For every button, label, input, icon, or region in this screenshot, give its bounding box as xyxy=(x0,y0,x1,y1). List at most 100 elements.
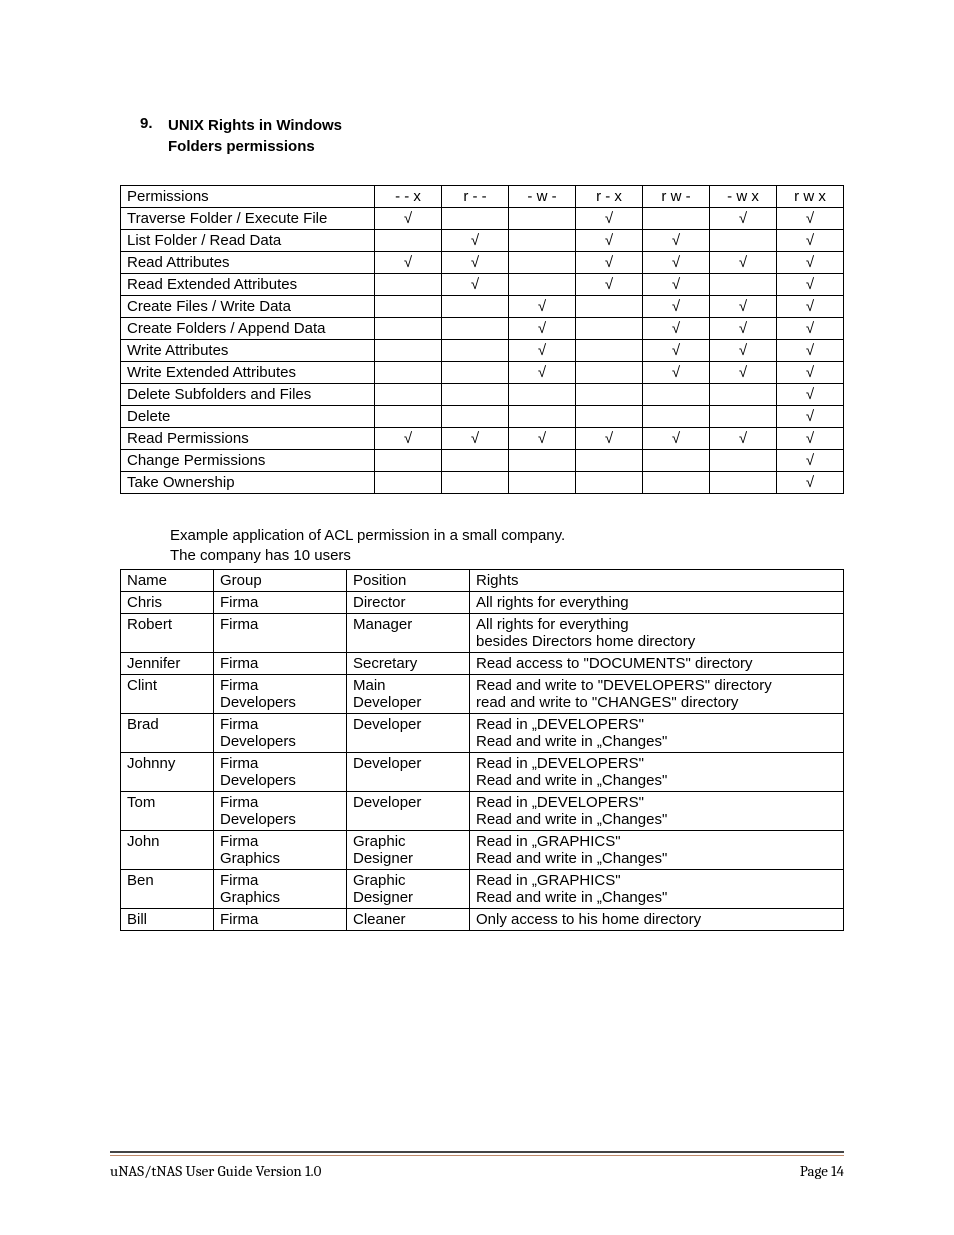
user-group: Firma xyxy=(214,591,347,613)
user-rights-line: Only access to his home directory xyxy=(476,911,837,928)
user-rights-line: Read access to "DOCUMENTS" directory xyxy=(476,655,837,672)
user-group-line: Firma xyxy=(220,833,340,850)
users-row: ChrisFirmaDirectorAll rights for everyth… xyxy=(121,591,844,613)
user-rights: Read in „GRAPHICS"Read and write in „Cha… xyxy=(470,830,844,869)
permission-label: Traverse Folder / Execute File xyxy=(121,208,375,230)
permission-cell xyxy=(442,208,509,230)
example-text: Example application of ACL permission in… xyxy=(170,526,844,567)
check-icon: √ xyxy=(806,320,814,337)
user-name: Brad xyxy=(121,713,214,752)
permission-cell xyxy=(576,406,643,428)
permissions-row: Write Extended Attributes√√√√ xyxy=(121,362,844,384)
permissions-header-mode: r w x xyxy=(777,186,844,208)
user-name: Clint xyxy=(121,674,214,713)
permission-cell: √ xyxy=(777,230,844,252)
permission-cell xyxy=(710,472,777,494)
footer-left: uNAS/tNAS User Guide Version 1.0 xyxy=(110,1162,321,1180)
section-heading: 9. UNIX Rights in Windows Folders permis… xyxy=(140,115,844,157)
permission-cell xyxy=(643,406,710,428)
section-title-line1: UNIX Rights in Windows xyxy=(168,115,342,136)
permissions-header-mode: r w - xyxy=(643,186,710,208)
user-group: Firma xyxy=(214,652,347,674)
check-icon: √ xyxy=(806,386,814,403)
permission-label: Write Attributes xyxy=(121,340,375,362)
users-table: NameGroupPositionRights ChrisFirmaDirect… xyxy=(120,569,844,931)
users-row: JohnnyFirmaDevelopersDeveloperRead in „D… xyxy=(121,752,844,791)
permission-label: Read Extended Attributes xyxy=(121,274,375,296)
user-group: FirmaDevelopers xyxy=(214,791,347,830)
permission-cell: √ xyxy=(710,428,777,450)
check-icon: √ xyxy=(806,342,814,359)
permission-cell: √ xyxy=(710,362,777,384)
user-rights: Read in „DEVELOPERS"Read and write in „C… xyxy=(470,791,844,830)
check-icon: √ xyxy=(538,298,546,315)
users-row: JohnFirmaGraphicsGraphicDesignerRead in … xyxy=(121,830,844,869)
permission-cell: √ xyxy=(643,428,710,450)
permission-cell: √ xyxy=(643,252,710,274)
user-name: Bill xyxy=(121,908,214,930)
permission-cell: √ xyxy=(777,362,844,384)
check-icon: √ xyxy=(739,342,747,359)
page-footer: uNAS/tNAS User Guide Version 1.0 Page 14 xyxy=(110,1151,844,1180)
users-row: TomFirmaDevelopersDeveloperRead in „DEVE… xyxy=(121,791,844,830)
check-icon: √ xyxy=(471,232,479,249)
permission-label: Read Attributes xyxy=(121,252,375,274)
permission-cell: √ xyxy=(777,428,844,450)
permission-cell xyxy=(576,340,643,362)
permission-cell xyxy=(442,362,509,384)
user-name: Johnny xyxy=(121,752,214,791)
permissions-row: Delete Subfolders and Files√ xyxy=(121,384,844,406)
user-rights: Read and write to "DEVELOPERS" directory… xyxy=(470,674,844,713)
permission-cell xyxy=(576,384,643,406)
users-row: JenniferFirmaSecretaryRead access to "DO… xyxy=(121,652,844,674)
permission-cell: √ xyxy=(442,230,509,252)
users-header-row: NameGroupPositionRights xyxy=(121,569,844,591)
permission-cell xyxy=(442,340,509,362)
user-group-line: Graphics xyxy=(220,850,340,867)
permission-cell xyxy=(442,318,509,340)
user-group-line: Firma xyxy=(220,794,340,811)
user-name: Robert xyxy=(121,613,214,652)
permission-cell xyxy=(710,406,777,428)
permission-cell: √ xyxy=(509,362,576,384)
user-position-line: Graphic xyxy=(353,833,463,850)
permissions-row: Read Attributes√√√√√√ xyxy=(121,252,844,274)
permissions-header-label: Permissions xyxy=(121,186,375,208)
permission-cell xyxy=(375,472,442,494)
user-rights-line: Read in „DEVELOPERS" xyxy=(476,794,837,811)
user-group-line: Developers xyxy=(220,811,340,828)
permission-cell xyxy=(375,362,442,384)
permission-cell: √ xyxy=(509,428,576,450)
user-position-line: Director xyxy=(353,594,463,611)
check-icon: √ xyxy=(739,254,747,271)
user-position-line: Manager xyxy=(353,616,463,633)
permission-cell: √ xyxy=(710,252,777,274)
user-rights-line: Read and write in „Changes" xyxy=(476,811,837,828)
permission-cell xyxy=(442,384,509,406)
user-group: FirmaDevelopers xyxy=(214,713,347,752)
user-position-line: Main xyxy=(353,677,463,694)
permission-cell xyxy=(375,340,442,362)
permission-label: List Folder / Read Data xyxy=(121,230,375,252)
check-icon: √ xyxy=(672,430,680,447)
check-icon: √ xyxy=(605,276,613,293)
permission-cell xyxy=(509,230,576,252)
users-header-cell: Group xyxy=(214,569,347,591)
permission-cell xyxy=(375,318,442,340)
users-table-body: ChrisFirmaDirectorAll rights for everyth… xyxy=(121,591,844,930)
user-group: FirmaDevelopers xyxy=(214,752,347,791)
check-icon: √ xyxy=(806,408,814,425)
permission-cell: √ xyxy=(643,318,710,340)
permission-cell: √ xyxy=(643,362,710,384)
permission-cell xyxy=(576,318,643,340)
user-rights-line: Read and write in „Changes" xyxy=(476,850,837,867)
permission-cell: √ xyxy=(442,274,509,296)
permissions-row: Take Ownership√ xyxy=(121,472,844,494)
permission-cell xyxy=(509,406,576,428)
user-group-line: Firma xyxy=(220,911,340,928)
permission-cell xyxy=(375,406,442,428)
user-position: GraphicDesigner xyxy=(347,830,470,869)
permission-cell: √ xyxy=(576,274,643,296)
user-name: Tom xyxy=(121,791,214,830)
check-icon: √ xyxy=(538,430,546,447)
